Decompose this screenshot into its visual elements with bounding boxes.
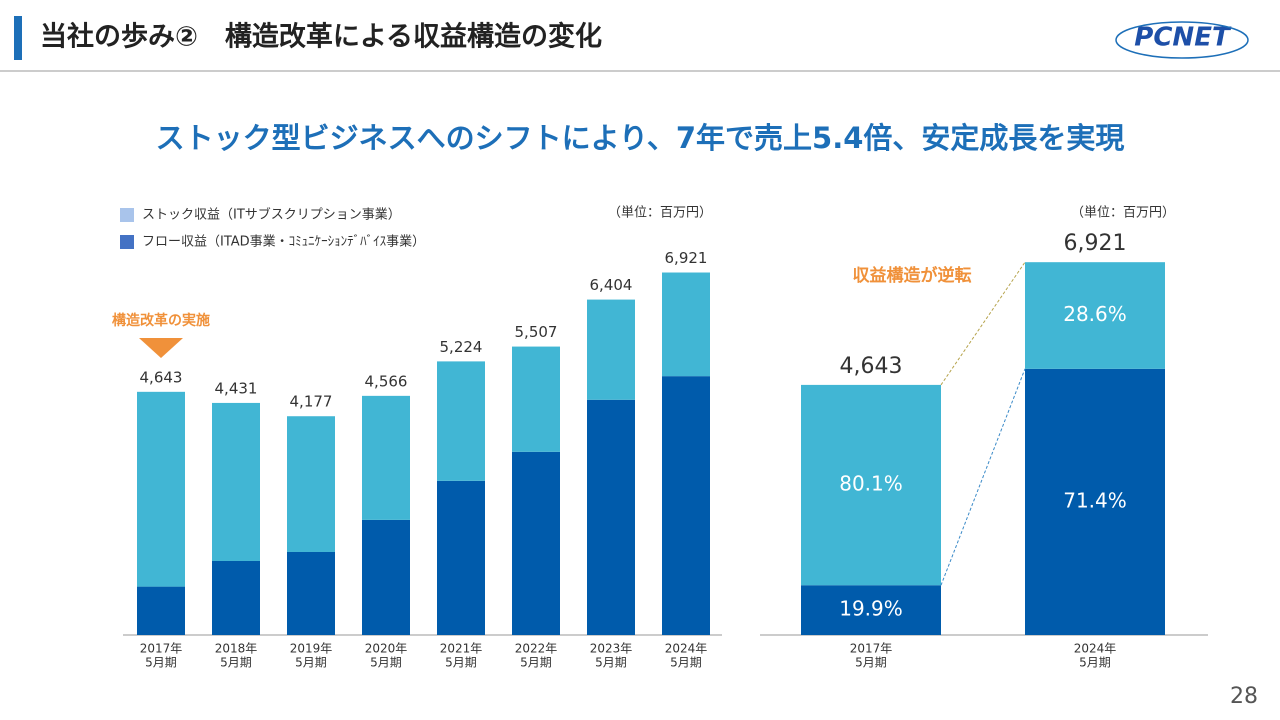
connector bbox=[940, 368, 1026, 586]
title-bar bbox=[14, 16, 22, 60]
x-tick-label: 5月期 bbox=[445, 656, 477, 670]
x-tick-label: 2023年 bbox=[590, 642, 633, 656]
annotation: 構造改革の実施 bbox=[112, 312, 210, 329]
bar-segment bbox=[512, 346, 560, 452]
unit-label: （単位：百万円） bbox=[608, 205, 712, 221]
bar-segment bbox=[212, 560, 260, 635]
bar-segment bbox=[801, 384, 941, 586]
bar-segment bbox=[287, 551, 335, 635]
total-label: 4,643 bbox=[140, 368, 183, 386]
total-label: 5,224 bbox=[440, 338, 483, 356]
x-tick-label: 5月期 bbox=[145, 656, 177, 670]
bar-segment bbox=[137, 586, 185, 635]
x-tick-label: 2020年 bbox=[365, 642, 408, 656]
x-tick-label: 5月期 bbox=[855, 656, 887, 670]
x-tick-label: 2018年 bbox=[215, 642, 258, 656]
total-label: 5,507 bbox=[515, 323, 558, 341]
x-tick-label: 2017年 bbox=[140, 642, 183, 656]
total-label: 4,431 bbox=[215, 379, 258, 397]
logo-swoosh bbox=[1115, 21, 1249, 59]
total-label: 4,643 bbox=[840, 354, 903, 379]
x-tick-label: 5月期 bbox=[670, 656, 702, 670]
x-tick-label: 5月期 bbox=[520, 656, 552, 670]
x-tick-label: 2021年 bbox=[440, 642, 483, 656]
legend-swatch bbox=[120, 235, 134, 249]
annotation: 収益構造が逆転 bbox=[853, 265, 972, 286]
bar-segment bbox=[437, 480, 485, 635]
bar-segment bbox=[662, 376, 710, 635]
bar-segment bbox=[362, 395, 410, 520]
bar-segment bbox=[801, 585, 941, 635]
legend-label: フロー収益（ITAD事業・ｺﾐｭﾆｹｰｼｮﾝﾃﾞﾊﾞｲｽ事業） bbox=[142, 234, 425, 250]
x-tick-label: 2022年 bbox=[515, 642, 558, 656]
segment-label: 19.9% bbox=[839, 597, 903, 621]
total-label: 6,921 bbox=[665, 249, 708, 267]
x-tick-label: 5月期 bbox=[595, 656, 627, 670]
page-number: 28 bbox=[1230, 684, 1258, 709]
bar-segment bbox=[1025, 368, 1165, 635]
bar-segment bbox=[287, 416, 335, 552]
bar-segment bbox=[587, 399, 635, 635]
total-label: 6,404 bbox=[590, 276, 633, 294]
bar-segment bbox=[437, 361, 485, 481]
x-tick-label: 5月期 bbox=[370, 656, 402, 670]
bar-segment bbox=[1025, 262, 1165, 369]
total-label: 4,177 bbox=[290, 393, 333, 411]
bar-segment bbox=[662, 272, 710, 377]
legend-label: ストック収益（ITサブスクリプション事業） bbox=[142, 207, 401, 223]
segment-label: 28.6% bbox=[1063, 302, 1127, 326]
bar-segment bbox=[587, 299, 635, 400]
x-tick-label: 5月期 bbox=[295, 656, 327, 670]
bar-segment bbox=[212, 402, 260, 561]
total-label: 6,921 bbox=[1064, 231, 1127, 256]
x-tick-label: 2017年 bbox=[850, 642, 893, 656]
x-tick-label: 2024年 bbox=[1074, 642, 1117, 656]
x-tick-label: 5月期 bbox=[220, 656, 252, 670]
bar-segment bbox=[362, 519, 410, 635]
bar-segment bbox=[137, 391, 185, 587]
headline: ストック型ビジネスへのシフトにより、7年で売上5.4倍、安定成長を実現 bbox=[156, 121, 1125, 155]
segment-label: 71.4% bbox=[1063, 488, 1127, 512]
slide-title: 当社の歩み② 構造改革による収益構造の変化 bbox=[40, 21, 602, 53]
unit-label: （単位：百万円） bbox=[1071, 205, 1175, 221]
x-tick-label: 2019年 bbox=[290, 642, 333, 656]
segment-label: 80.1% bbox=[839, 472, 903, 496]
logo: PCNET bbox=[1134, 23, 1232, 53]
annotation-arrow bbox=[139, 338, 183, 358]
total-label: 4,566 bbox=[365, 372, 408, 390]
x-tick-label: 5月期 bbox=[1079, 656, 1111, 670]
x-tick-label: 2024年 bbox=[665, 642, 708, 656]
legend-swatch bbox=[120, 208, 134, 222]
bar-segment bbox=[512, 451, 560, 635]
